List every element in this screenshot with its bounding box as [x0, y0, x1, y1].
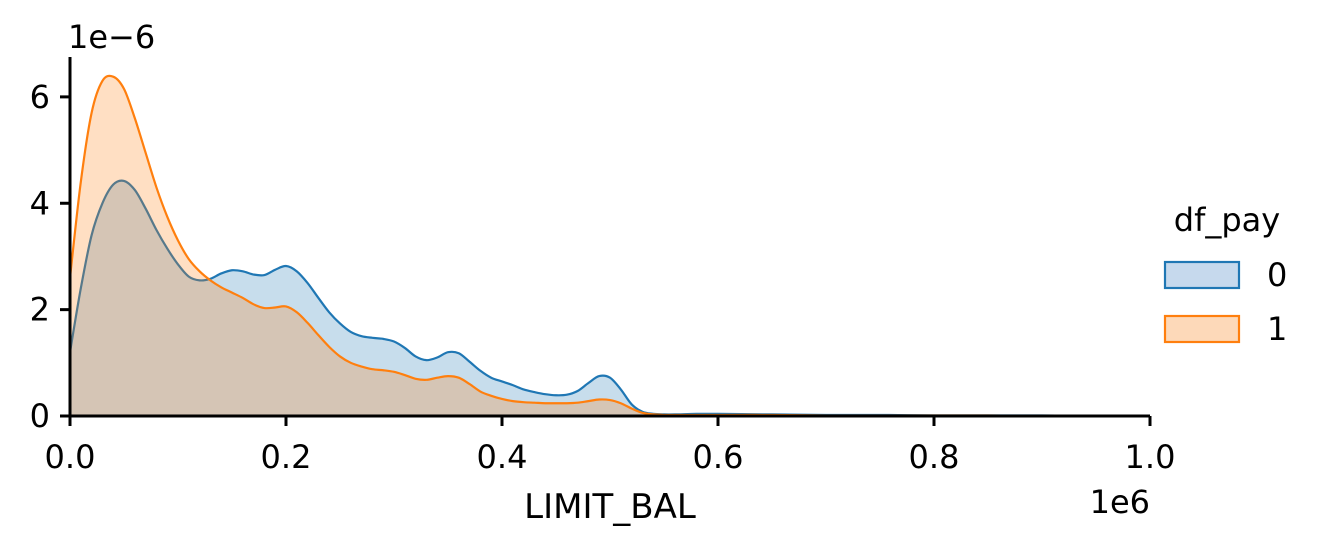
x-tick-label: 1.0	[1125, 438, 1176, 476]
x-axis-label: LIMIT_BAL	[524, 487, 696, 527]
legend: df_pay 01	[1163, 201, 1287, 348]
legend-entries: 01	[1163, 256, 1287, 348]
x-ticks: 0.0 0.2 0.4 0.6 0.8 1.0	[45, 416, 1176, 476]
x-tick-label: 0.0	[45, 438, 96, 476]
y-tick-label: 4	[30, 184, 50, 222]
y-tick-label: 2	[30, 291, 50, 329]
y-tick-label: 0	[30, 397, 50, 435]
density-fill-series-1	[70, 75, 1150, 416]
legend-label-0: 0	[1267, 256, 1287, 294]
legend-title: df_pay	[1174, 201, 1280, 239]
x-tick-label: 0.6	[693, 438, 744, 476]
y-ticks: 0 2 4 6	[30, 78, 70, 435]
y-offset-label: 1e−6	[68, 18, 155, 56]
legend-swatch-0	[1163, 260, 1241, 290]
x-tick-label: 0.8	[909, 438, 960, 476]
y-tick-label: 6	[30, 78, 50, 116]
density-areas	[68, 74, 1150, 418]
legend-label-1: 1	[1267, 310, 1287, 348]
axes: 0.0 0.2 0.4 0.6 0.8 1.0 0 2 4 6	[30, 57, 1176, 476]
x-tick-label: 0.2	[261, 438, 312, 476]
x-offset-label: 1e6	[1090, 483, 1150, 521]
x-tick-label: 0.4	[477, 438, 528, 476]
legend-swatch-1	[1163, 314, 1241, 344]
